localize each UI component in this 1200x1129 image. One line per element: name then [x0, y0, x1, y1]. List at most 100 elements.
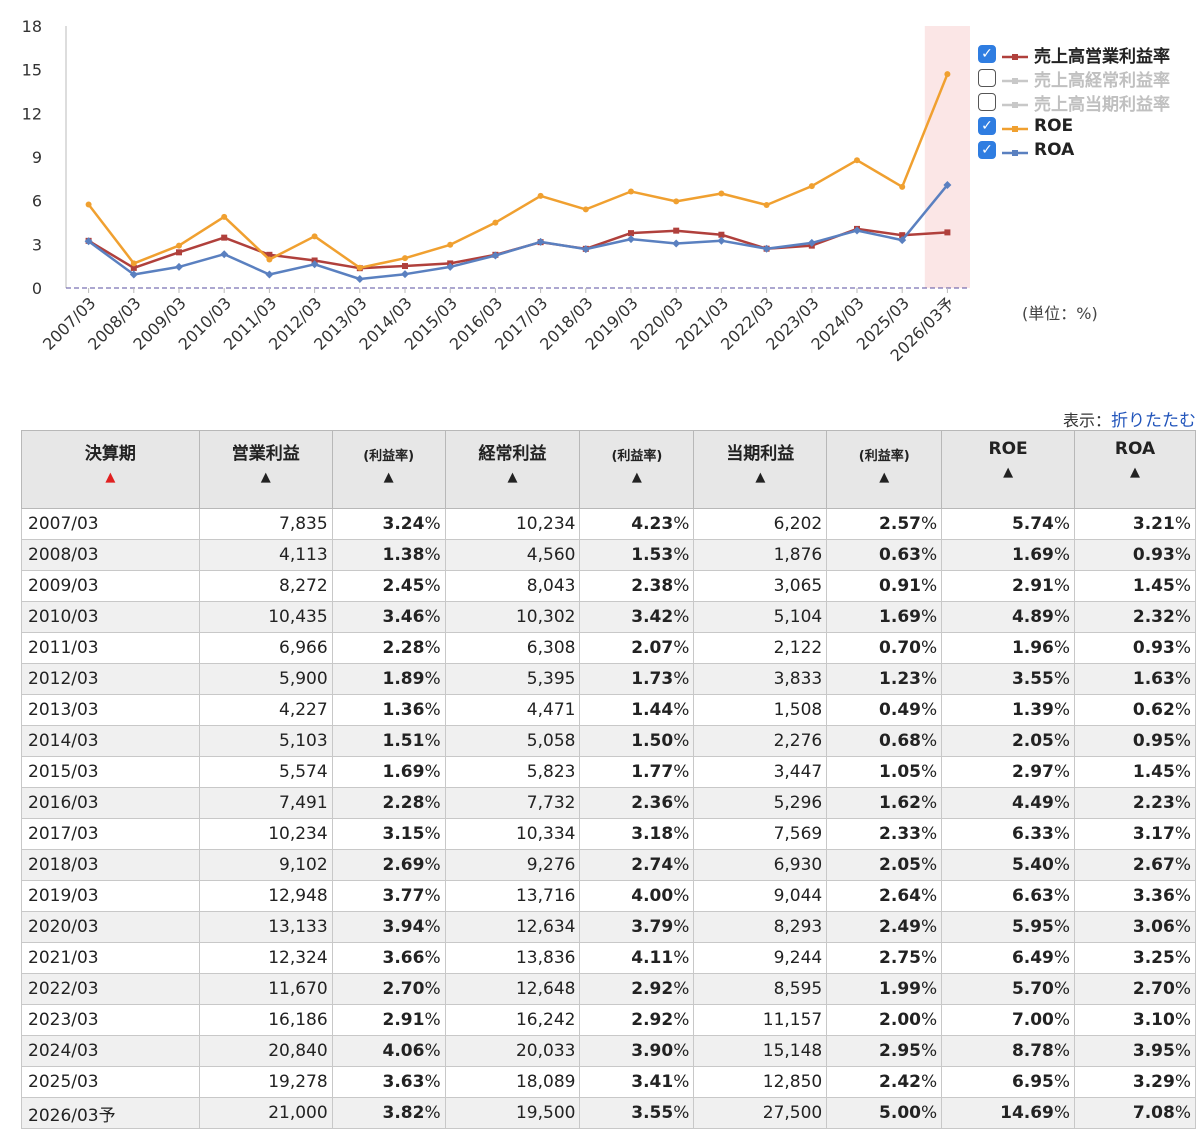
- amount-cell: 9,276: [444, 849, 581, 881]
- cell-value: 2012/03: [28, 669, 99, 689]
- amount-cell: 15,148: [693, 1035, 828, 1067]
- legend-item[interactable]: 売上高経常利益率: [978, 66, 1170, 91]
- legend-checkbox[interactable]: ✓: [978, 141, 996, 159]
- data-point-roa: [536, 237, 545, 246]
- percent-cell: 1.89%: [331, 663, 446, 695]
- column-header[interactable]: ROE ▲: [941, 430, 1076, 509]
- percent-sign: %: [1174, 669, 1191, 689]
- cell-value: 1.39: [1011, 700, 1054, 720]
- percent-sign: %: [424, 700, 441, 720]
- y-tick-label: 15: [22, 61, 42, 80]
- cell-value: 2011/03: [28, 638, 99, 658]
- column-header[interactable]: (利益率) ▲: [331, 430, 446, 509]
- cell-value: 3.94: [382, 917, 425, 937]
- percent-cell: 2.23%: [1074, 787, 1196, 819]
- amount-cell: 5,395: [444, 663, 581, 695]
- data-point-roa: [129, 270, 138, 279]
- amount-cell: 11,157: [693, 1004, 828, 1036]
- cell-value: 7,732: [526, 793, 576, 813]
- cell-value: 0.93: [1132, 638, 1175, 658]
- percent-sign: %: [1174, 886, 1191, 906]
- cell-value: 2.69: [382, 855, 425, 875]
- percent-sign: %: [1053, 514, 1071, 534]
- sort-arrow-icon[interactable]: ▲: [879, 470, 890, 485]
- data-point-operating-margin: [673, 227, 680, 234]
- amount-cell: 1,508: [693, 694, 828, 726]
- cell-value: 2014/03: [28, 731, 99, 751]
- cell-value: 6.95: [1011, 1072, 1054, 1092]
- period-cell: 2024/03: [21, 1035, 200, 1067]
- sort-arrow-icon[interactable]: ▲: [260, 470, 271, 485]
- cell-value: 5,104: [773, 607, 823, 627]
- cell-value: 12,648: [515, 979, 576, 999]
- amount-cell: 12,948: [198, 880, 333, 912]
- collapse-link[interactable]: 折りたたむ: [1111, 411, 1196, 431]
- amount-cell: 12,634: [444, 911, 581, 943]
- y-tick-label: 3: [32, 235, 42, 254]
- percent-sign: %: [1174, 638, 1191, 658]
- sort-arrow-icon[interactable]: ▲: [631, 470, 642, 485]
- sort-arrow-icon[interactable]: ▲: [383, 470, 394, 485]
- cell-value: 3.95: [1132, 1041, 1175, 1061]
- cell-value: 3.82: [382, 1103, 425, 1123]
- data-point-roe: [85, 201, 92, 208]
- cell-value: 3.36: [1132, 886, 1175, 906]
- percent-cell: 1.51%: [331, 725, 446, 757]
- percent-cell: 1.77%: [579, 756, 695, 788]
- percent-cell: 2.57%: [826, 508, 943, 540]
- cell-value: 7,491: [279, 793, 328, 813]
- legend-item[interactable]: ✓ ROE: [978, 114, 1170, 138]
- cell-value: 2.49: [879, 917, 921, 937]
- cell-value: 5,058: [526, 731, 576, 751]
- amount-cell: 7,835: [198, 508, 333, 540]
- amount-cell: 8,043: [444, 570, 581, 602]
- column-header[interactable]: 営業利益 ▲: [198, 430, 333, 509]
- percent-sign: %: [1053, 762, 1071, 782]
- legend-checkbox[interactable]: ✓: [978, 45, 996, 63]
- column-header[interactable]: ROA ▲: [1074, 430, 1196, 509]
- sort-arrow-icon[interactable]: ▲: [1130, 465, 1141, 480]
- table-row: 2009/03 8,272 2.45% 8,043 2.38% 3,065 0.91% 2.9…: [21, 570, 1196, 602]
- legend-checkbox[interactable]: ✓: [978, 117, 996, 135]
- amount-cell: 12,324: [198, 942, 333, 974]
- legend-checkbox[interactable]: [978, 69, 996, 87]
- table-row: 2007/03 7,835 3.24% 10,234 4.23% 6,202 2.57% 5.…: [21, 508, 1196, 540]
- percent-sign: %: [1053, 979, 1071, 999]
- amount-cell: 13,133: [198, 911, 333, 943]
- table-row: 2015/03 5,574 1.69% 5,823 1.77% 3,447 1.05% 2.9…: [21, 756, 1196, 788]
- percent-sign: %: [921, 669, 938, 689]
- percent-cell: 6.63%: [941, 880, 1076, 912]
- sort-arrow-icon[interactable]: ▲: [755, 470, 766, 485]
- data-point-roa: [717, 236, 726, 245]
- cell-value: 1.99: [879, 979, 921, 999]
- cell-value: 8,043: [526, 576, 576, 596]
- amount-cell: 11,670: [198, 973, 333, 1005]
- cell-value: 2.92: [631, 1010, 674, 1030]
- cell-value: 9,244: [773, 948, 823, 968]
- legend-item[interactable]: 売上高当期利益率: [978, 90, 1170, 115]
- column-header[interactable]: 決算期 ▲: [21, 430, 200, 509]
- column-header[interactable]: (利益率) ▲: [826, 430, 943, 509]
- legend-label: ROA: [1034, 140, 1075, 160]
- percent-sign: %: [921, 948, 938, 968]
- cell-value: 2.57: [879, 514, 921, 534]
- amount-cell: 10,334: [444, 818, 581, 850]
- column-header[interactable]: 当期利益 ▲: [693, 430, 828, 509]
- percent-cell: 2.70%: [331, 973, 446, 1005]
- percent-sign: %: [1053, 731, 1071, 751]
- column-header-label: (利益率): [858, 449, 910, 464]
- percent-sign: %: [1174, 514, 1191, 534]
- cell-value: 2.42: [879, 1072, 921, 1092]
- sort-arrow-icon[interactable]: ▲: [507, 470, 518, 485]
- legend-item[interactable]: ✓ ROA: [978, 138, 1170, 162]
- legend-checkbox[interactable]: [978, 93, 996, 111]
- sort-arrow-icon[interactable]: ▲: [105, 470, 116, 485]
- sort-arrow-icon[interactable]: ▲: [1003, 465, 1014, 480]
- cell-value: 12,634: [515, 917, 576, 937]
- column-header[interactable]: (利益率) ▲: [579, 430, 695, 509]
- percent-sign: %: [673, 948, 690, 968]
- legend-item[interactable]: ✓ 売上高営業利益率: [978, 42, 1170, 67]
- cell-value: 2013/03: [28, 700, 99, 720]
- column-header[interactable]: 経常利益 ▲: [444, 430, 581, 509]
- percent-sign: %: [1053, 669, 1071, 689]
